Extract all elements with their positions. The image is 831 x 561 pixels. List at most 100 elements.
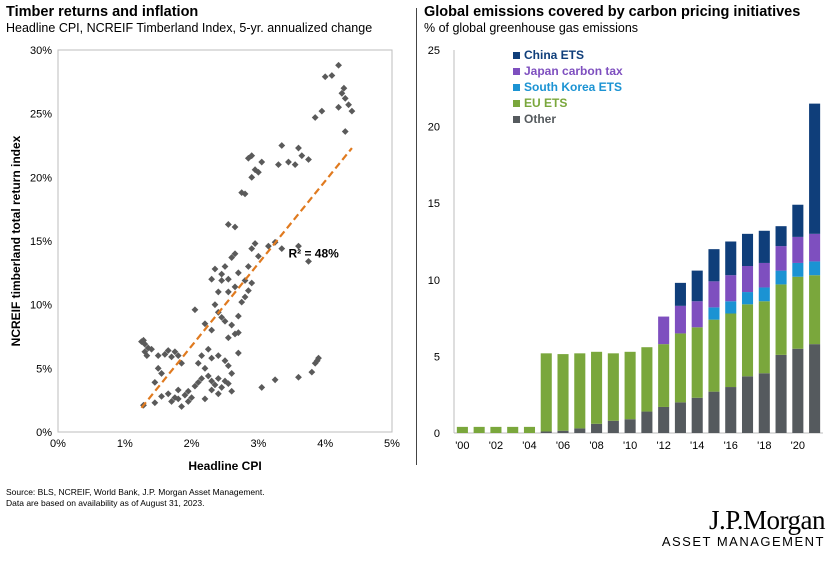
- scatter-point: [224, 288, 232, 296]
- scatter-point: [174, 386, 182, 394]
- bar-segment: [641, 347, 653, 412]
- legend-label: China ETS: [524, 48, 584, 62]
- scatter-point: [255, 252, 262, 260]
- x-axis-label: Headline CPI: [188, 459, 261, 473]
- scatter-point: [208, 326, 216, 334]
- scatter-point: [158, 370, 165, 377]
- bar-segment: [490, 426, 502, 433]
- bar-segment: [540, 353, 552, 432]
- bar-segment: [775, 246, 787, 271]
- scatter-point: [231, 250, 239, 258]
- scatter-point: [234, 349, 242, 357]
- x-tick-label: '16: [724, 440, 738, 452]
- scatter-point: [251, 166, 259, 174]
- scatter-point: [201, 320, 209, 328]
- bar-segment: [809, 275, 821, 345]
- source-note: Source: BLS, NCREIF, World Bank, J.P. Mo…: [6, 487, 265, 509]
- bar-segment: [641, 411, 653, 433]
- bar-segment: [809, 103, 821, 234]
- x-tick-label: '20: [791, 440, 805, 452]
- scatter-point: [184, 387, 192, 395]
- logo-subtitle: ASSET MANAGEMENT: [661, 534, 825, 549]
- scatter-point: [168, 353, 175, 361]
- bar-segment: [758, 373, 770, 433]
- scatter-point: [291, 161, 299, 168]
- legend-label: EU ETS: [524, 96, 567, 110]
- bar-segment: [775, 284, 787, 355]
- left-chart-subtitle: Headline CPI, NCREIF Timberland Index, 5…: [6, 21, 373, 35]
- bar-segment: [708, 281, 720, 308]
- y-tick-label: 20: [428, 122, 440, 134]
- scatter-point: [318, 107, 326, 115]
- bar-segment: [574, 428, 586, 433]
- bar-segment: [507, 426, 519, 433]
- right-chart-subtitle: % of global greenhouse gas emissions: [424, 21, 639, 35]
- x-tick-label: '06: [556, 440, 570, 452]
- scatter-point: [228, 387, 236, 395]
- stacked-bar-chart: 0 5 10 15 20 25 '00 '02 '04 '06 '08 '10 '12 '14 '16 '18…: [428, 45, 823, 452]
- bar-segment: [809, 261, 821, 276]
- trend-line: [140, 147, 353, 409]
- bar-segment: [775, 354, 787, 433]
- scatter-point: [244, 263, 252, 270]
- bar-segment: [758, 262, 770, 288]
- bar-segment: [574, 353, 586, 429]
- scatter-point: [265, 242, 272, 250]
- legend-label: South Korea ETS: [524, 80, 622, 94]
- scatter-point: [295, 144, 302, 152]
- bar-segment: [456, 426, 468, 433]
- scatter-point: [278, 245, 286, 253]
- scatter-point: [285, 158, 292, 166]
- scatter-point: [241, 293, 249, 301]
- logo-wordmark: J.P.Morgan: [708, 505, 826, 535]
- scatter-point: [234, 269, 242, 277]
- bar-segment: [758, 301, 770, 374]
- bar-segment: [624, 419, 636, 433]
- bar-segment: [674, 333, 686, 403]
- bar-segment: [792, 276, 804, 349]
- scatter-point: [308, 368, 316, 376]
- scatter-point: [198, 352, 206, 359]
- scatter-point: [218, 314, 226, 321]
- legend-label: Other: [524, 112, 556, 126]
- x-tick-label: '18: [757, 440, 771, 452]
- bar-segment: [708, 319, 720, 392]
- y-tick-label: 5%: [36, 363, 52, 375]
- bar-segment: [473, 426, 485, 433]
- bar-segment: [792, 348, 804, 433]
- bar-segment: [540, 431, 552, 433]
- scatter-point: [201, 364, 209, 372]
- scatter-point: [278, 142, 286, 149]
- scatter-point: [248, 173, 256, 181]
- scatter-point: [251, 240, 259, 247]
- y-tick-label: 0: [434, 428, 440, 440]
- bar-segment: [591, 351, 603, 424]
- scatter-point: [214, 375, 222, 382]
- y-tick-label: 10: [428, 275, 440, 287]
- scatter-point: [231, 283, 239, 291]
- scatter-chart: 0% 5% 10% 15% 20% 25% 30% 0% 1% 2% 3% 4% 5% Headline …: [9, 45, 400, 473]
- legend-swatch: [513, 116, 520, 123]
- scatter-point: [248, 152, 256, 160]
- bar-segment: [809, 233, 821, 262]
- bar-segment: [658, 344, 670, 407]
- scatter-point: [244, 287, 252, 295]
- source-line: Source: BLS, NCREIF, World Bank, J.P. Mo…: [6, 487, 265, 497]
- scatter-point: [218, 270, 226, 278]
- scatter-point: [221, 263, 229, 270]
- x-tick-label: '08: [589, 440, 603, 452]
- scatter-point: [231, 223, 239, 231]
- scatter-point: [181, 391, 189, 399]
- scatter-point: [224, 275, 232, 283]
- y-tick-label: 20%: [30, 172, 52, 184]
- bar-segment: [792, 204, 804, 237]
- chart-divider: [416, 8, 417, 465]
- scatter-point: [295, 373, 302, 381]
- scatter-point: [168, 398, 175, 405]
- scatter-point: [140, 336, 147, 344]
- scatter-point: [208, 354, 216, 362]
- scatter-point: [211, 265, 219, 273]
- bar-segment: [758, 230, 770, 263]
- bar-segment: [792, 236, 804, 263]
- scatter-point: [158, 392, 165, 400]
